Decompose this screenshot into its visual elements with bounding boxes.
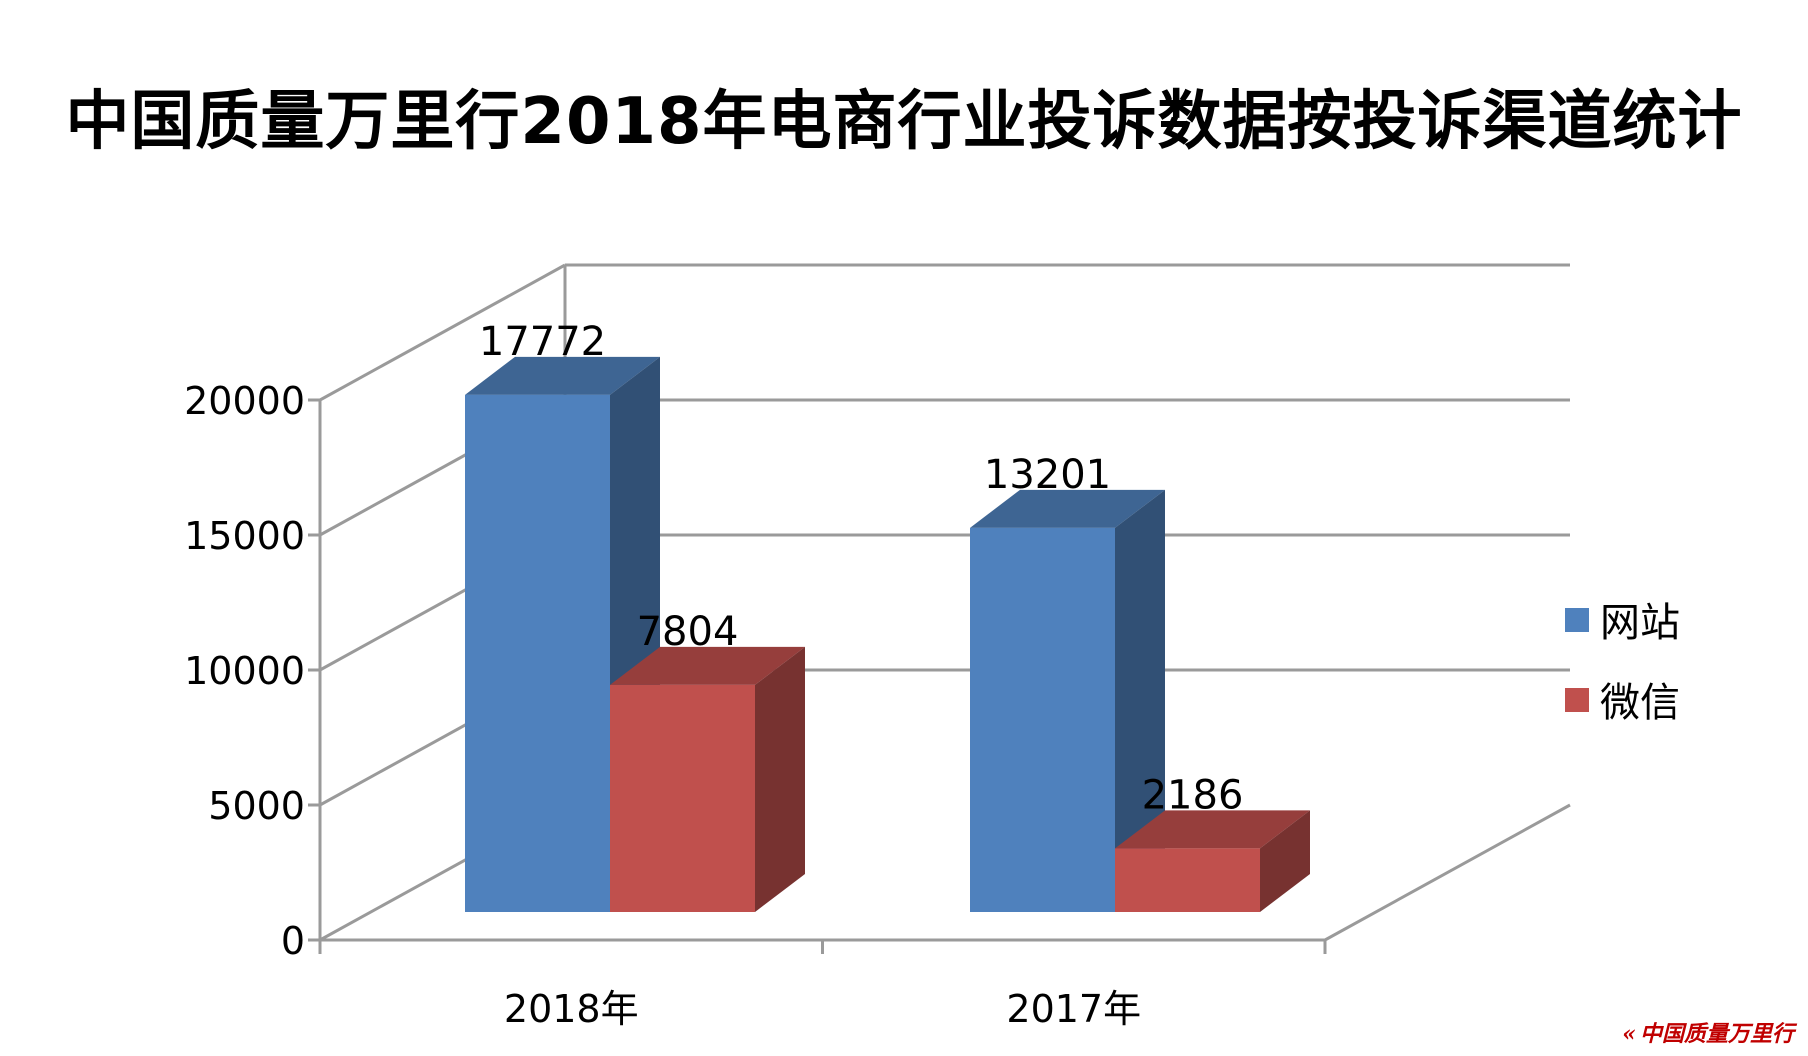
legend-label: 微信 <box>1600 680 1680 726</box>
data-label: 2186 <box>1142 772 1244 818</box>
data-label: 7804 <box>637 609 739 655</box>
bar-top <box>610 646 805 685</box>
bar <box>610 684 755 912</box>
gridline-side <box>319 263 566 402</box>
bar <box>465 394 610 912</box>
data-labels: 17772 13201 7804 2186 <box>479 319 1244 819</box>
legend-label: 网站 <box>1600 600 1680 646</box>
bar-top <box>1115 810 1310 849</box>
bar <box>1115 848 1260 912</box>
legend-swatch <box>1565 688 1589 712</box>
legend-swatch <box>1565 608 1589 632</box>
data-label: 17772 <box>479 319 606 365</box>
bar-side <box>1260 810 1310 912</box>
y-tick-label: 5000 <box>208 784 305 828</box>
y-tick-label: 15000 <box>184 514 305 558</box>
y-tick-label: 10000 <box>184 649 305 693</box>
x-tick-label: 2017年 <box>1006 987 1141 1031</box>
data-label: 13201 <box>984 452 1111 498</box>
floor-right-edge <box>1324 803 1571 942</box>
watermark-text: 中国质量万里行 <box>1639 1021 1794 1047</box>
chart-title: 中国质量万里行2018年电商行业投诉数据按投诉渠道统计 <box>65 85 1743 159</box>
bar-side <box>755 646 805 912</box>
bar-top <box>970 489 1165 528</box>
x-tick-label: 2018年 <box>504 987 639 1031</box>
bar-side <box>1115 489 1165 912</box>
y-tick-label: 0 <box>281 919 305 963</box>
bar <box>970 527 1115 912</box>
bar-top <box>465 356 660 395</box>
y-tick-label: 20000 <box>184 379 305 423</box>
chevron-logo-icon: « <box>1622 1021 1636 1047</box>
bars <box>465 356 1310 912</box>
watermark-logo: «中国质量万里行 <box>1622 1016 1794 1048</box>
axes: 0 5000 10000 15000 20000 2018年 2017年 <box>184 265 1571 1031</box>
